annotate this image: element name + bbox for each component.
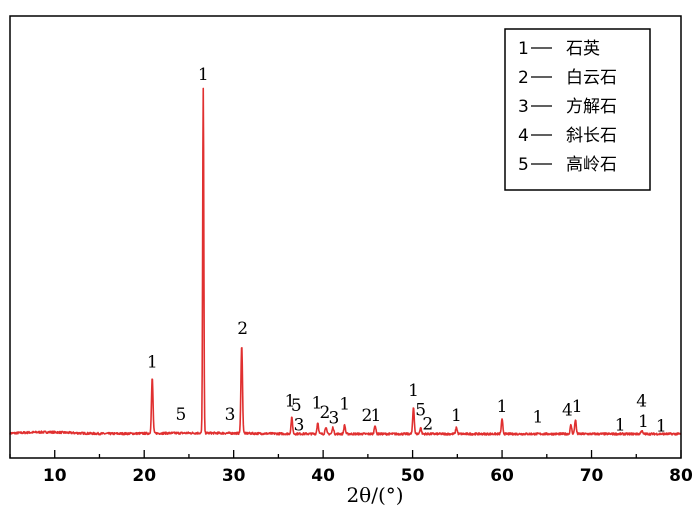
peak-label: 1 (371, 406, 382, 426)
legend-label: 石英 (566, 39, 600, 59)
peak-label: 2 (237, 319, 248, 339)
peak-label: 5 (291, 396, 302, 416)
peak-label: 1 (451, 406, 462, 426)
peak-label: 1 (532, 408, 543, 428)
legend-label: 高岭石 (566, 155, 617, 175)
peak-label: 2 (362, 406, 373, 426)
peak-label: 1 (408, 381, 419, 401)
x-tick-label: 70 (580, 466, 604, 486)
peak-label: 1 (147, 353, 158, 373)
x-tick-label: 30 (222, 466, 246, 486)
xrd-series-line (9, 87, 682, 436)
peak-label: 4 (636, 392, 647, 412)
peak-label: 5 (175, 405, 186, 425)
peak-label: 1 (198, 65, 209, 85)
x-tick-label: 80 (669, 466, 693, 486)
peak-label: 2 (422, 415, 433, 435)
x-tick-label: 50 (401, 466, 425, 486)
legend-label: 斜长石 (566, 126, 617, 146)
x-axis: 10 20 30 40 50 60 70 80 (9, 450, 693, 486)
peak-label: 1 (285, 392, 296, 412)
peak-label: 4 (562, 400, 573, 420)
legend-label: 白云石 (566, 68, 617, 88)
peak-label: 5 (415, 400, 426, 420)
legend: 1 石英 2 白云石 3 方解石 4 斜长石 5 高岭石 (504, 28, 651, 191)
x-tick-label: 40 (311, 466, 335, 486)
peak-label: 1 (311, 393, 322, 413)
legend-number: 2 (518, 68, 529, 88)
peak-label: 1 (656, 416, 667, 436)
peak-label: 1 (572, 397, 583, 417)
legend-number: 1 (518, 39, 529, 59)
x-axis-title: 2θ/(°) (346, 483, 403, 507)
x-tick-label: 20 (132, 466, 156, 486)
legend-number: 4 (518, 126, 529, 146)
legend-box (504, 28, 651, 191)
x-tick-label: 10 (43, 466, 67, 486)
peak-label: 1 (638, 412, 649, 432)
peak-label: 3 (225, 405, 236, 425)
plot-frame (9, 15, 682, 459)
legend-items: 1 石英 2 白云石 3 方解石 4 斜长石 5 高岭石 (518, 39, 617, 175)
legend-number: 5 (518, 155, 529, 175)
legend-label: 方解石 (566, 97, 617, 117)
peak-label: 1 (615, 416, 626, 436)
peak-label: 3 (328, 409, 339, 429)
peak-label: 1 (339, 394, 350, 414)
peak-label: 1 (497, 397, 508, 417)
series-layer (9, 87, 682, 436)
peak-label: 3 (294, 416, 305, 436)
x-tick-label: 60 (490, 466, 514, 486)
peak-label: 2 (320, 403, 331, 423)
legend-number: 3 (518, 97, 529, 117)
